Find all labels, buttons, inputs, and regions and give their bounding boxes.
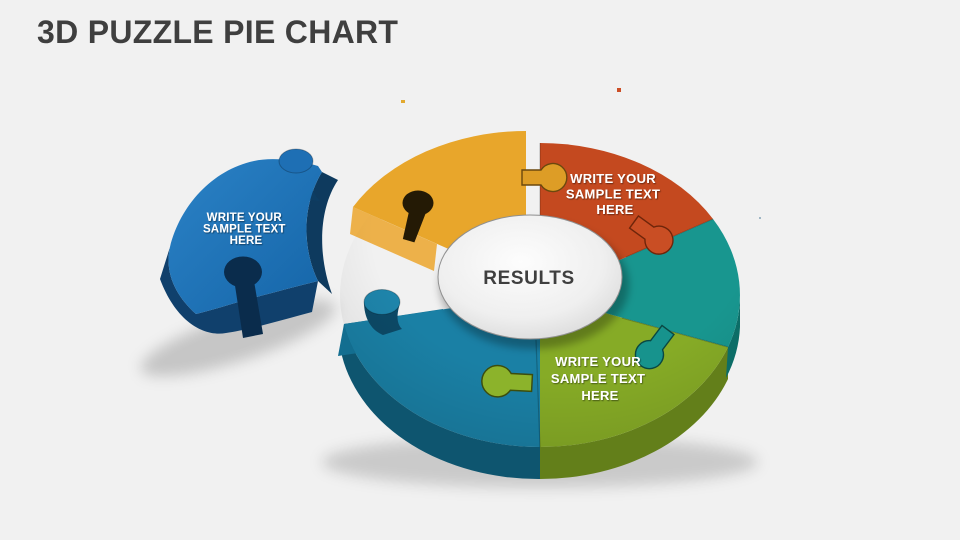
detached-blue-label[interactable]: WRITE YOUR SAMPLE TEXT HERE [203, 212, 289, 247]
segment-teal-side [726, 295, 741, 378]
speck-artifacts [401, 88, 761, 219]
segment-blue-teal-side [342, 324, 540, 480]
detached-blue-face[interactable] [168, 159, 322, 314]
center-ellipse[interactable]: RESULTS [437, 214, 629, 349]
detached-blue-peg-top [278, 148, 314, 174]
segment-red-label[interactable]: WRITE YOUR SAMPLE TEXT HERE [566, 171, 664, 217]
center-ellipse-face[interactable] [437, 214, 623, 340]
segment-green-side [540, 347, 728, 480]
segment-green-label[interactable]: WRITE YOUR SAMPLE TEXT HERE [551, 354, 649, 403]
center-label: RESULTS [483, 268, 574, 289]
detached-blue-keyhole [224, 256, 263, 338]
detached-blue-side-right [306, 172, 338, 294]
page-title: 3D PUZZLE PIE CHART [37, 14, 399, 50]
detached-blue-piece[interactable]: WRITE YOUR SAMPLE TEXT HERE [160, 148, 338, 338]
detached-blue-side-left [160, 247, 318, 334]
